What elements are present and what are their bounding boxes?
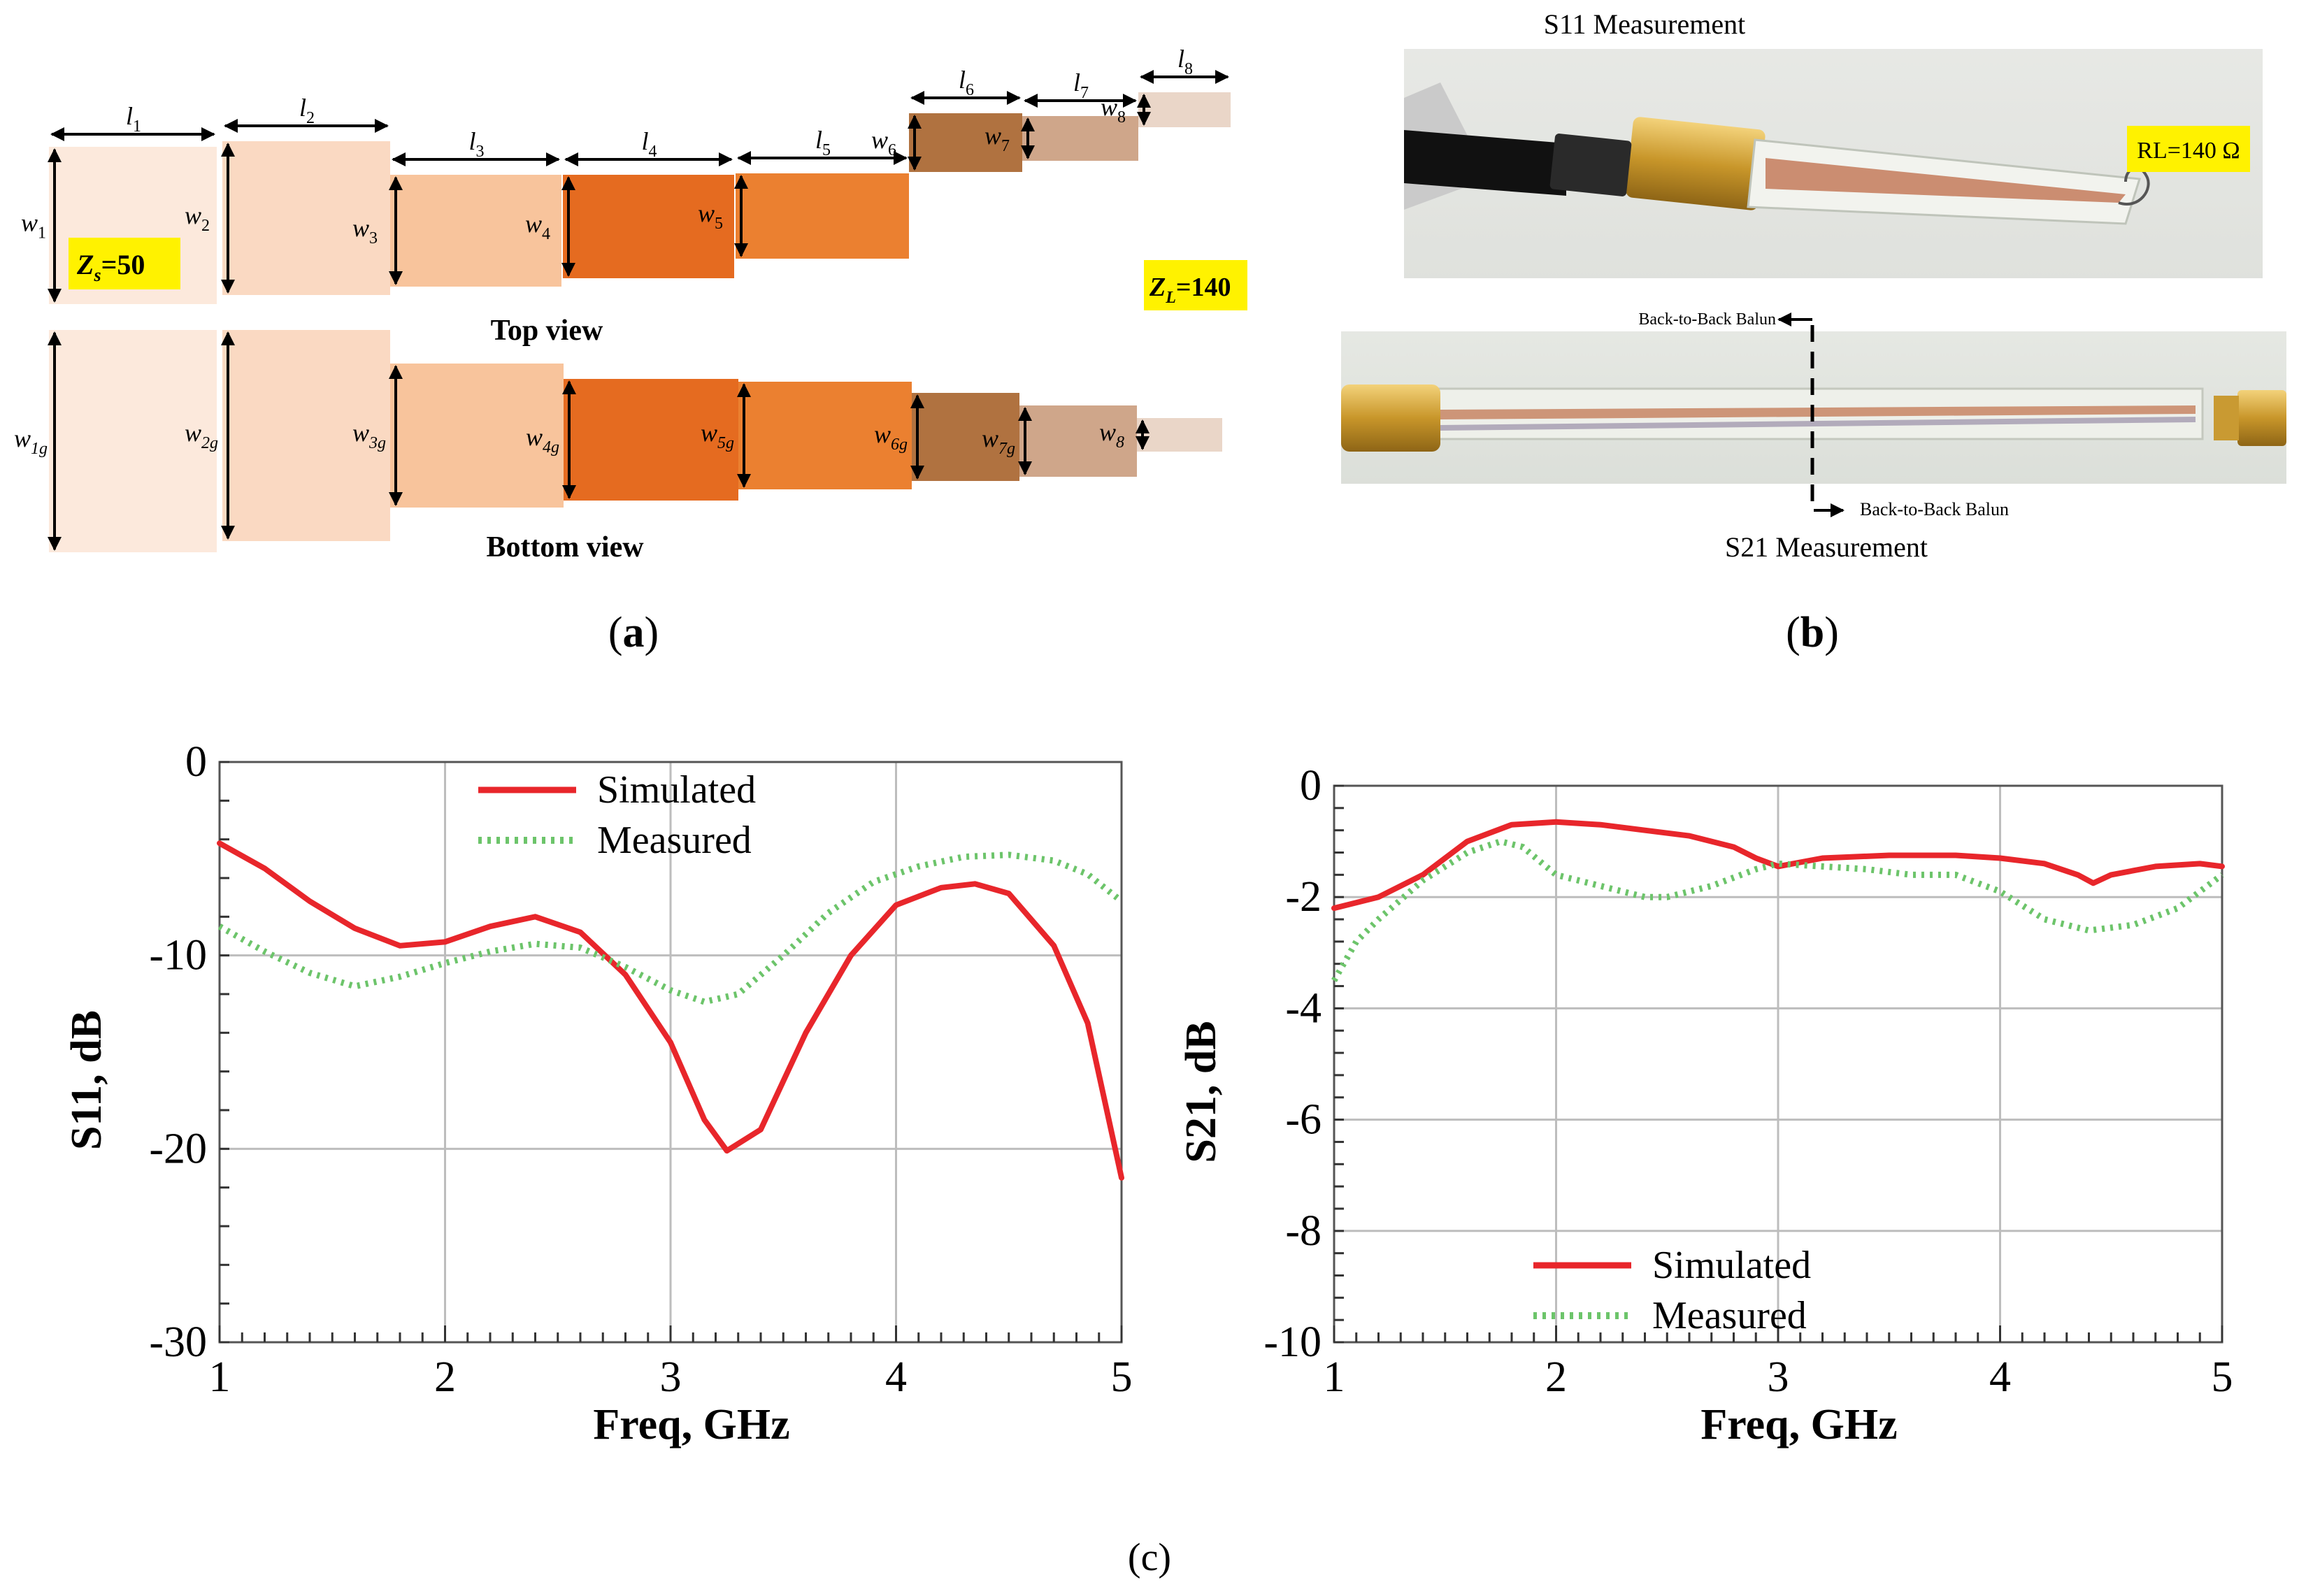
y-tick-label: 0 <box>1300 762 1322 810</box>
top-strip-7 <box>1022 116 1138 161</box>
length-label-1: l1 <box>126 102 141 136</box>
x-tick-label: 1 <box>209 1353 231 1401</box>
rl-label: RL=140 Ω <box>2137 138 2240 164</box>
top-strip-4 <box>563 175 734 278</box>
ground-width-label-7: w7g <box>982 424 1015 458</box>
ground-width-label-2: w2g <box>185 419 218 452</box>
sma-connector-right <box>2237 390 2286 446</box>
width-label-2: w2 <box>185 201 210 235</box>
length-label-8: l8 <box>1177 45 1193 78</box>
x-tick-label: 4 <box>885 1353 907 1401</box>
y-tick-label: -30 <box>149 1318 207 1366</box>
length-label-2: l2 <box>299 94 315 127</box>
x-tick-label: 5 <box>1111 1353 1133 1401</box>
s11-measurement-title: S11 Measurement <box>1544 8 1745 40</box>
width-label-7: w7 <box>984 122 1010 155</box>
legend-label-simulated: Simulated <box>1652 1244 1811 1287</box>
x-tick-label: 4 <box>1989 1353 2011 1401</box>
x-tick-label: 3 <box>660 1353 682 1401</box>
x-tick-label: 5 <box>2212 1353 2233 1401</box>
width-label-8: w8 <box>1101 93 1126 127</box>
width-label-6: w6 <box>871 126 896 159</box>
series-line-measured <box>1331 838 2224 982</box>
x-tick-label: 2 <box>434 1353 456 1401</box>
y-tick-label: -2 <box>1285 873 1322 921</box>
bottom-strip-8 <box>1137 418 1222 452</box>
panel-b-caption: (b) <box>1786 609 1839 656</box>
back-to-back-label-top: Back-to-Back Balun <box>1638 310 1776 329</box>
y-tick-label: -10 <box>149 932 207 979</box>
x-axis-label: Freq, GHz <box>593 1401 789 1448</box>
top-strip-5 <box>736 173 909 259</box>
bottom-strip-4 <box>564 379 738 501</box>
sma-connector <box>1626 117 1766 210</box>
top-view-label: Top view <box>491 315 603 347</box>
ground-width-label-6: w6g <box>874 420 908 454</box>
ground-width-label-4: w4g <box>526 423 559 456</box>
width-label-1: w1 <box>21 209 46 243</box>
x-tick-label: 2 <box>1545 1353 1567 1401</box>
length-label-6: l6 <box>959 66 974 99</box>
y-tick-label: -8 <box>1285 1207 1322 1255</box>
panel-c-caption: (c) <box>1128 1536 1171 1579</box>
panel-b-measurement-photos: S11 Measurement RL=140 Ω <box>1341 8 2286 656</box>
bottom-strip-3 <box>390 364 564 508</box>
s11-chart: 1 2 3 4 5 0 -10 -20 -30 Freq, GHz S11, dB Simulated… <box>63 738 1133 1448</box>
series-line-simulated <box>217 840 1124 1181</box>
ground-width-label-5: w5g <box>701 419 734 452</box>
legend-label-measured: Measured <box>1652 1294 1807 1337</box>
s21-measurement-title: S21 Measurement <box>1725 531 1928 563</box>
x-axis-label: Freq, GHz <box>1700 1401 1897 1448</box>
back-to-back-label-bottom: Back-to-Back Balun <box>1860 499 2009 519</box>
bottom-strip-5 <box>738 382 912 489</box>
s11-setup-photo: RL=140 Ω <box>1404 49 2263 278</box>
zs-highlight <box>69 238 180 289</box>
top-strip-3 <box>390 175 561 287</box>
top-strip-6 <box>909 113 1022 172</box>
length-label-4: l4 <box>642 127 657 161</box>
bottom-strip-7 <box>1019 405 1137 477</box>
length-label-3: l3 <box>469 127 485 161</box>
legend-label-measured: Measured <box>597 819 752 862</box>
dimension-annotations: l1 w1 w1g l2 w2 w2g l3 w3 w3g l4 w4 w4g l5 w5 w5g l6 w6 w… <box>14 45 1229 551</box>
ground-width-label-1: w1g <box>14 424 48 458</box>
zl-highlight <box>1144 260 1247 310</box>
bottom-strip-6 <box>912 393 1019 481</box>
top-strip-8 <box>1138 92 1231 127</box>
x-tick-label: 1 <box>1324 1353 1345 1401</box>
y-tick-label: 0 <box>185 738 207 786</box>
y-tick-label: -10 <box>1263 1318 1322 1366</box>
panel-a-caption: (a) <box>608 609 659 656</box>
y-axis-label: S21, dB <box>1177 1021 1225 1163</box>
y-tick-label: -20 <box>149 1125 207 1172</box>
length-label-5: l5 <box>815 126 831 159</box>
ground-width-label-3: w3g <box>352 419 386 452</box>
y-tick-label: -4 <box>1285 984 1322 1032</box>
y-axis-label: S11, dB <box>63 1010 110 1150</box>
length-label-7: l7 <box>1073 69 1089 102</box>
zl-label: ZL=140 <box>1149 273 1231 307</box>
bottom-strip-1 <box>49 330 217 552</box>
width-label-4: w4 <box>525 210 550 243</box>
bottom-view-strips <box>49 330 1222 552</box>
y-tick-label: -6 <box>1285 1096 1322 1144</box>
s21-chart: 1 2 3 4 5 0 -2 -4 -6 -8 -10 Freq, GHz S21, dB Simulat… <box>1177 762 2233 1448</box>
sma-connector-left <box>1341 384 1440 452</box>
coax-cable <box>1404 130 1566 196</box>
bottom-strip-2 <box>222 330 390 541</box>
ground-width-label-8: w8 <box>1099 418 1124 452</box>
series-line-measured <box>217 851 1124 1005</box>
legend-label-simulated: Simulated <box>597 768 756 812</box>
x-tick-label: 3 <box>1768 1353 1789 1401</box>
rl-highlight <box>2127 126 2250 172</box>
top-view-strips <box>49 92 1231 304</box>
top-strip-2 <box>222 141 390 295</box>
width-label-3: w3 <box>352 214 378 247</box>
bottom-view-label: Bottom view <box>486 531 644 563</box>
series-line-simulated <box>1331 819 2225 912</box>
zs-label: Zs=50 <box>76 249 145 285</box>
width-label-5: w5 <box>698 199 723 233</box>
panel-a-balun-layout: l1 w1 w1g l2 w2 w2g l3 w3 w3g l4 w4 w4g l5 w5 w5g l6 w6 w… <box>14 45 1247 656</box>
